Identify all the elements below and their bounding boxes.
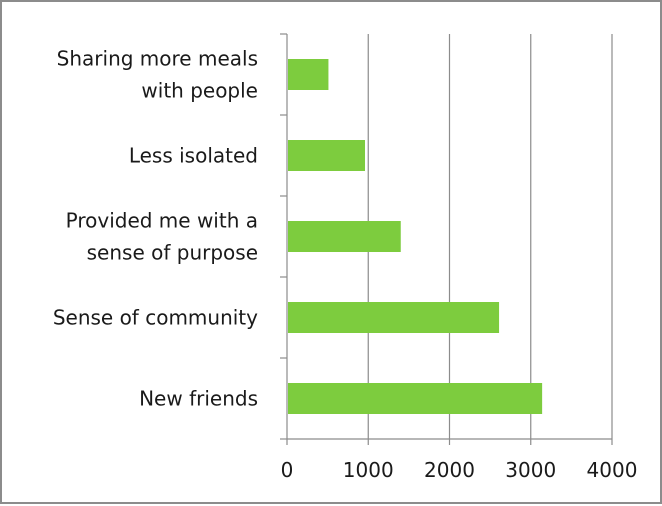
category-label: Provided me with a [66,209,258,233]
axes [280,33,613,445]
category-label: Sense of community [53,306,258,330]
category-label: sense of purpose [87,241,258,265]
bar [288,383,543,414]
bar [288,302,500,333]
x-tick-label: 4000 [587,458,638,482]
x-tick-label: 3000 [505,458,556,482]
category-label: Less isolated [129,144,258,168]
gridlines [367,34,613,439]
x-tick-labels: 0 1000 2000 3000 4000 [281,458,638,482]
x-tick-label: 0 [281,458,294,482]
category-label: with people [141,79,258,103]
bar [288,221,401,252]
category-label: New friends [139,387,258,411]
bar [288,59,329,90]
bar [288,140,365,171]
bars [288,59,543,414]
category-labels: Sharing more meals with people Less isolat… [53,47,258,411]
category-label: Sharing more meals [57,47,258,71]
x-tick-label: 2000 [424,458,475,482]
x-tick-label: 1000 [343,458,394,482]
